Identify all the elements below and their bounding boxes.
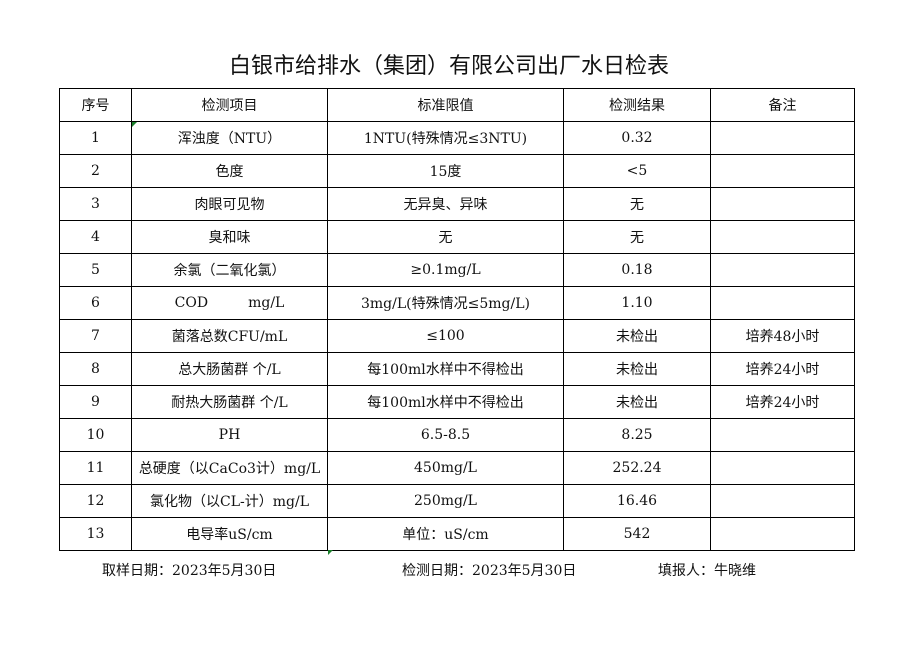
header-cell: 检测项目 (131, 88, 328, 122)
remark: 培养24小时 (710, 385, 855, 419)
row-number: 5 (59, 253, 132, 287)
header-cell: 备注 (710, 88, 855, 122)
test-result: 16.46 (563, 484, 711, 518)
test-result: 8.25 (563, 418, 711, 452)
standard-limit: 15度 (327, 154, 564, 188)
test-result: 未检出 (563, 352, 711, 386)
row-number: 8 (59, 352, 132, 386)
table-row: 3 肉眼可见物 无异臭、异味无 (59, 187, 855, 221)
row-number: 13 (59, 517, 132, 551)
test-item: 氯化物（以CL-计）mg/L (131, 484, 328, 518)
test-result: 未检出 (563, 319, 711, 353)
test-result: 252.24 (563, 451, 711, 485)
remark (710, 484, 855, 518)
table-row: 5 余氯（二氧化氯） ≥0.1mg/L 0.18 (59, 253, 855, 287)
table-row: 11 总硬度（以CaCo3计）mg/L 450mg/L 252.24 (59, 451, 855, 485)
test-item: 总硬度（以CaCo3计）mg/L (131, 451, 328, 485)
page-title: 白银市给排水（集团）有限公司出厂水日检表 (228, 54, 669, 79)
remark (710, 121, 855, 155)
test-item: 电导率uS/cm (131, 517, 328, 551)
test-item: COD mg/L (131, 286, 328, 320)
remark: 培养48小时 (710, 319, 855, 353)
test-item: 浑浊度（NTU） (131, 121, 328, 155)
standard-limit: 每100ml水样中不得检出 (327, 352, 564, 386)
row-number: 9 (59, 385, 132, 419)
table-row: 4 臭和味无无 (59, 220, 855, 254)
standard-limit: ≥0.1mg/L (327, 253, 564, 287)
header-cell: 标准限值 (327, 88, 564, 122)
test-item: 臭和味 (131, 220, 328, 254)
standard-limit: 450mg/L (327, 451, 564, 485)
sample-date: 取样日期：2023年5月30日 (102, 563, 277, 579)
test-item: 余氯（二氧化氯） (131, 253, 328, 287)
row-number: 10 (59, 418, 132, 452)
test-result: 0.32 (563, 121, 711, 155)
test-item: 总大肠菌群 个/L (131, 352, 328, 386)
remark (710, 418, 855, 452)
standard-limit: 无异臭、异味 (327, 187, 564, 221)
cell-marker-icon (132, 122, 137, 127)
test-result: 1.10 (563, 286, 711, 320)
standard-limit: 单位：uS/cm (327, 517, 564, 551)
remark (710, 253, 855, 287)
standard-limit: 6.5-8.5 (327, 418, 564, 452)
row-number: 1 (59, 121, 132, 155)
table-header-row: 序号 检测项目 标准限值 检测结果 备注 (59, 88, 855, 122)
row-number: 11 (59, 451, 132, 485)
standard-limit: 每100ml水样中不得检出 (327, 385, 564, 419)
row-number: 4 (59, 220, 132, 254)
row-number: 6 (59, 286, 132, 320)
table-row: 13 电导率uS/cm 单位：uS/cm 542 (59, 517, 855, 551)
standard-limit: 250mg/L (327, 484, 564, 518)
standard-limit: 3mg/L(特殊情况≤5mg/L) (327, 286, 564, 320)
standard-limit: ≤100 (327, 319, 564, 353)
test-item: PH (131, 418, 328, 452)
test-result: 无 (563, 220, 711, 254)
remark (710, 154, 855, 188)
test-result: 无 (563, 187, 711, 221)
row-number: 12 (59, 484, 132, 518)
table-row: 1 浑浊度（NTU） 1NTU(特殊情况≤3NTU) 0.32 (59, 121, 855, 155)
remark (710, 517, 855, 551)
test-result: <5 (563, 154, 711, 188)
test-item: 菌落总数CFU/mL (131, 319, 328, 353)
standard-limit: 无 (327, 220, 564, 254)
standard-limit: 1NTU(特殊情况≤3NTU) (327, 121, 564, 155)
table-row: 2 色度 15度 <5 (59, 154, 855, 188)
row-number: 2 (59, 154, 132, 188)
remark (710, 451, 855, 485)
table-row: 8 总大肠菌群 个/L 每100ml水样中不得检出 未检出 培养24小时 (59, 352, 855, 386)
remark (710, 286, 855, 320)
table-row: 12 氯化物（以CL-计）mg/L 250mg/L 16.46 (59, 484, 855, 518)
test-result: 542 (563, 517, 711, 551)
header-cell: 序号 (59, 88, 132, 122)
table-row: 10 PH 6.5-8.5 8.25 (59, 418, 855, 452)
test-result: 未检出 (563, 385, 711, 419)
inspection-table: 序号 检测项目 标准限值 检测结果 备注 1 浑浊度（NTU） 1NTU(特殊情况≤… (59, 88, 855, 551)
test-item: 耐热大肠菌群 个/L (131, 385, 328, 419)
table-row: 7 菌落总数CFU/mL ≤100 未检出 培养48小时 (59, 319, 855, 353)
test-date: 检测日期：2023年5月30日 (402, 563, 577, 579)
cell-marker-icon (328, 550, 333, 555)
remark (710, 220, 855, 254)
test-item: 色度 (131, 154, 328, 188)
test-item: 肉眼可见物 (131, 187, 328, 221)
remark: 培养24小时 (710, 352, 855, 386)
header-cell: 检测结果 (563, 88, 711, 122)
remark (710, 187, 855, 221)
table-row: 9 耐热大肠菌群 个/L 每100ml水样中不得检出 未检出 培养24小时 (59, 385, 855, 419)
row-number: 7 (59, 319, 132, 353)
table-row: 6 COD mg/L 3mg/L(特殊情况≤5mg/L) 1.10 (59, 286, 855, 320)
filled-by: 填报人：牛晓维 (658, 563, 756, 579)
test-result: 0.18 (563, 253, 711, 287)
row-number: 3 (59, 187, 132, 221)
